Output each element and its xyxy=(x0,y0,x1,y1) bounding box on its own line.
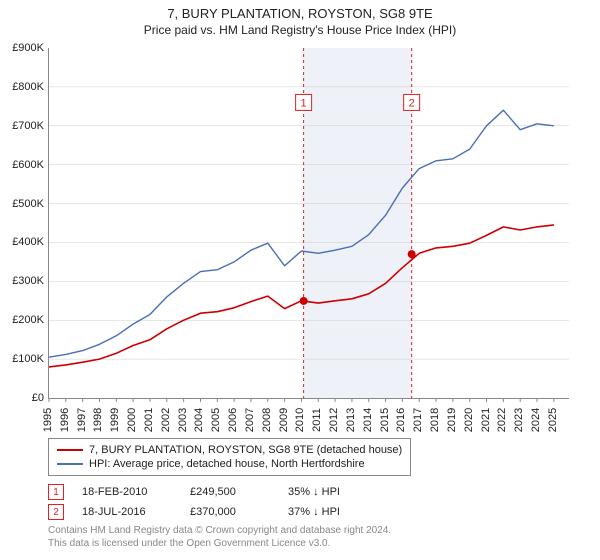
y-axis-label: £300K xyxy=(2,275,44,287)
x-axis-label: 2010 xyxy=(294,408,306,432)
plot-svg: 12 xyxy=(49,48,569,398)
y-axis-label: £200K xyxy=(2,314,44,326)
x-axis-label: 2023 xyxy=(513,408,525,432)
x-axis-label: 2020 xyxy=(463,408,475,432)
x-axis-label: 2004 xyxy=(193,408,205,432)
y-axis-label: £800K xyxy=(2,81,44,93)
y-axis-label: £100K xyxy=(2,353,44,365)
note-number-box: 2 xyxy=(48,504,64,520)
note-price: £370,000 xyxy=(190,506,270,518)
x-axis-label: 1996 xyxy=(59,408,71,432)
y-axis-label: £400K xyxy=(2,236,44,248)
x-axis-label: 2008 xyxy=(261,408,273,432)
x-axis-label: 2012 xyxy=(328,408,340,432)
x-axis-label: 2007 xyxy=(244,408,256,432)
note-delta: 35% ↓ HPI xyxy=(288,486,340,498)
y-axis-label: £0 xyxy=(2,392,44,404)
x-axis-label: 2017 xyxy=(412,408,424,432)
sale-note-row: 2 18-JUL-2016 £370,000 37% ↓ HPI xyxy=(48,502,340,522)
x-axis-label: 1998 xyxy=(92,408,104,432)
note-date: 18-FEB-2010 xyxy=(82,486,172,498)
legend-item: 7, BURY PLANTATION, ROYSTON, SG8 9TE (de… xyxy=(57,443,402,457)
title-line-2: Price paid vs. HM Land Registry's House … xyxy=(0,21,600,37)
x-axis-label: 1995 xyxy=(42,408,54,432)
y-axis-label: £600K xyxy=(2,159,44,171)
y-axis-label: £700K xyxy=(2,120,44,132)
x-axis-label: 2022 xyxy=(496,408,508,432)
x-axis-label: 2005 xyxy=(210,408,222,432)
sale-notes: 1 18-FEB-2010 £249,500 35% ↓ HPI 2 18-JU… xyxy=(48,482,340,522)
chart-titles: 7, BURY PLANTATION, ROYSTON, SG8 9TE Pri… xyxy=(0,0,600,37)
chart-area: 12 £0£100K£200K£300K£400K£500K£600K£700K… xyxy=(48,48,568,398)
title-line-1: 7, BURY PLANTATION, ROYSTON, SG8 9TE xyxy=(0,6,600,21)
sale-note-row: 1 18-FEB-2010 £249,500 35% ↓ HPI xyxy=(48,482,340,502)
footer: Contains HM Land Registry data © Crown c… xyxy=(48,524,391,550)
x-axis-label: 2014 xyxy=(362,408,374,432)
legend-label: HPI: Average price, detached house, Nort… xyxy=(89,458,365,470)
x-axis-label: 2013 xyxy=(345,408,357,432)
legend: 7, BURY PLANTATION, ROYSTON, SG8 9TE (de… xyxy=(48,438,411,476)
legend-swatch xyxy=(57,449,83,451)
x-axis-label: 2018 xyxy=(429,408,441,432)
x-axis-label: 2015 xyxy=(379,408,391,432)
x-axis-label: 2006 xyxy=(227,408,239,432)
note-number-box: 1 xyxy=(48,484,64,500)
x-axis-label: 1999 xyxy=(109,408,121,432)
x-axis-label: 2009 xyxy=(278,408,290,432)
x-axis-label: 2024 xyxy=(530,408,542,432)
note-date: 18-JUL-2016 xyxy=(82,506,172,518)
footer-line: Contains HM Land Registry data © Crown c… xyxy=(48,524,391,537)
svg-text:1: 1 xyxy=(301,97,307,109)
x-axis-label: 2021 xyxy=(480,408,492,432)
legend-item: HPI: Average price, detached house, Nort… xyxy=(57,457,402,471)
note-delta: 37% ↓ HPI xyxy=(288,506,340,518)
svg-text:2: 2 xyxy=(409,97,415,109)
x-axis-label: 1997 xyxy=(76,408,88,432)
x-axis-label: 2003 xyxy=(177,408,189,432)
legend-label: 7, BURY PLANTATION, ROYSTON, SG8 9TE (de… xyxy=(89,444,402,456)
x-axis-label: 2016 xyxy=(395,408,407,432)
plot-box: 12 xyxy=(48,48,569,399)
x-axis-label: 2025 xyxy=(547,408,559,432)
note-price: £249,500 xyxy=(190,486,270,498)
x-axis-label: 2001 xyxy=(143,408,155,432)
y-axis-label: £500K xyxy=(2,198,44,210)
x-axis-label: 2019 xyxy=(446,408,458,432)
x-axis-label: 2002 xyxy=(160,408,172,432)
y-axis-label: £900K xyxy=(2,42,44,54)
x-axis-label: 2000 xyxy=(126,408,138,432)
x-axis-label: 2011 xyxy=(311,408,323,432)
legend-swatch xyxy=(57,463,83,465)
footer-line: This data is licensed under the Open Gov… xyxy=(48,537,391,550)
